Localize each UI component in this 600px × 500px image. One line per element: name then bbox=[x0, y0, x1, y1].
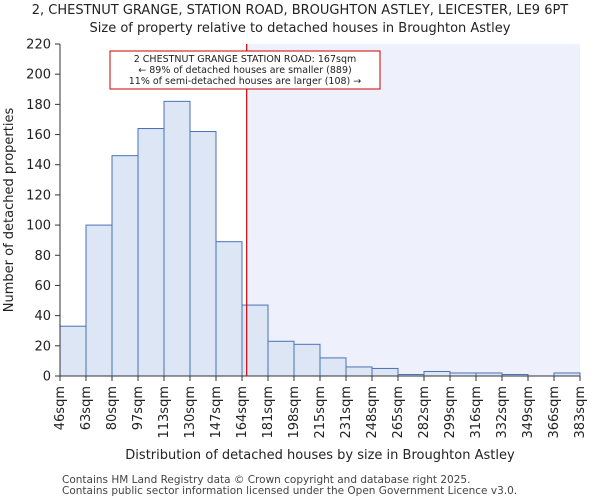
annotation-line-3: 11% of semi-detached houses are larger (… bbox=[129, 76, 362, 87]
x-axis-label: Distribution of detached houses by size … bbox=[125, 448, 515, 463]
chart-subtitle: Size of property relative to detached ho… bbox=[89, 21, 511, 36]
footer-licence: Contains public sector information licen… bbox=[62, 485, 518, 497]
x-tick-label: 349sqm bbox=[521, 386, 536, 439]
y-tick-label: 100 bbox=[26, 219, 51, 234]
x-tick-label: 299sqm bbox=[443, 386, 458, 439]
y-tick-label: 180 bbox=[26, 98, 51, 113]
histogram-bar bbox=[293, 343, 321, 377]
x-tick-label: 113sqm bbox=[157, 386, 172, 439]
x-tick-label: 164sqm bbox=[235, 386, 250, 439]
x-tick-label: 63sqm bbox=[79, 386, 94, 430]
annotation-line-2: ← 89% of detached houses are smaller (88… bbox=[138, 65, 351, 76]
y-tick-label: 60 bbox=[34, 279, 51, 294]
x-tick-label: 46sqm bbox=[53, 386, 68, 430]
histogram-bar bbox=[189, 131, 217, 377]
chart-title: 2, CHESTNUT GRANGE, STATION ROAD, BROUGH… bbox=[31, 3, 569, 18]
x-tick-label: 265sqm bbox=[391, 386, 406, 439]
x-tick-label: 366sqm bbox=[547, 386, 562, 439]
histogram-bar bbox=[345, 366, 373, 377]
x-tick-label: 383sqm bbox=[573, 386, 588, 439]
histogram-bar bbox=[111, 155, 139, 377]
x-tick-label: 80sqm bbox=[105, 386, 120, 430]
histogram-bar bbox=[59, 325, 87, 377]
x-tick-label: 97sqm bbox=[131, 386, 146, 430]
larger-region-shade bbox=[246, 44, 580, 376]
x-tick-label: 316sqm bbox=[469, 386, 484, 439]
annotation-box: 2 CHESTNUT GRANGE STATION ROAD: 167sqm ←… bbox=[109, 50, 381, 90]
x-tick-label: 181sqm bbox=[261, 386, 276, 439]
y-tick-label: 120 bbox=[26, 188, 51, 203]
x-tick-label: 198sqm bbox=[287, 386, 302, 439]
histogram-bar bbox=[267, 340, 295, 377]
histogram-bar bbox=[241, 304, 269, 377]
y-tick-label: 220 bbox=[26, 38, 51, 53]
footer-copyright: Contains HM Land Registry data © Crown c… bbox=[62, 474, 471, 486]
y-tick-label: 160 bbox=[26, 128, 51, 143]
annotation-line-1: 2 CHESTNUT GRANGE STATION ROAD: 167sqm bbox=[134, 54, 357, 65]
x-tick-label: 332sqm bbox=[495, 386, 510, 439]
y-tick-label: 80 bbox=[34, 249, 51, 264]
x-tick-label: 282sqm bbox=[417, 386, 432, 439]
histogram-bar bbox=[423, 370, 451, 377]
y-axis-label: Number of detached properties bbox=[2, 108, 17, 313]
x-tick-label: 130sqm bbox=[183, 386, 198, 439]
y-tick-label: 0 bbox=[43, 370, 51, 385]
histogram-bar bbox=[371, 367, 399, 377]
x-tick-label: 215sqm bbox=[313, 386, 328, 439]
histogram-bar bbox=[215, 241, 243, 377]
histogram-bar bbox=[137, 128, 165, 377]
y-tick-label: 20 bbox=[34, 339, 51, 354]
x-tick-label: 147sqm bbox=[209, 386, 224, 439]
histogram-bar bbox=[319, 357, 347, 377]
histogram-bar bbox=[163, 100, 191, 377]
x-tick-label: 248sqm bbox=[365, 386, 380, 439]
y-tick-label: 200 bbox=[26, 68, 51, 83]
y-tick-label: 140 bbox=[26, 158, 51, 173]
x-tick-label: 231sqm bbox=[339, 386, 354, 439]
histogram-bar bbox=[85, 224, 113, 377]
y-tick-label: 40 bbox=[34, 309, 51, 324]
